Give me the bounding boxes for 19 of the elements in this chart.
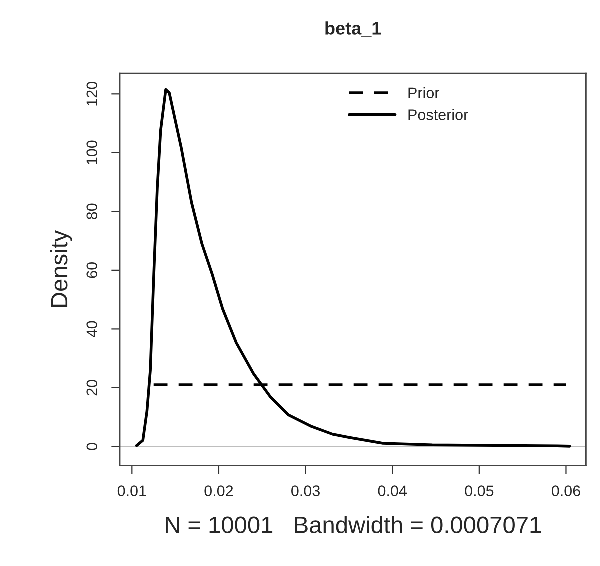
y-axis-title: Density xyxy=(50,230,72,308)
x-tick-label: 0.01 xyxy=(118,486,146,496)
x-tick-label: 0.03 xyxy=(292,486,320,496)
legend-label: Posterior xyxy=(408,109,468,120)
x-tick-label: 0.02 xyxy=(204,486,234,496)
y-tick-label: 20 xyxy=(86,380,98,396)
chart-title: beta_1 xyxy=(326,22,382,37)
x-axis-title: N = 10001 Bandwidth = 0.0007071 xyxy=(166,516,541,534)
legend-label: Prior xyxy=(408,87,440,99)
x-tick-label: 0.06 xyxy=(552,486,580,496)
line-series xyxy=(135,88,572,448)
y-tick-label: 0 xyxy=(86,443,98,450)
y-tick-label: 80 xyxy=(86,204,98,220)
y-tick-label: 120 xyxy=(86,82,98,106)
x-tick-label: 0.04 xyxy=(378,486,408,496)
x-tick-label: 0.05 xyxy=(465,486,494,496)
y-tick-label: 40 xyxy=(86,321,98,338)
y-tick-label: 60 xyxy=(86,262,98,278)
y-tick-label: 100 xyxy=(86,140,98,164)
